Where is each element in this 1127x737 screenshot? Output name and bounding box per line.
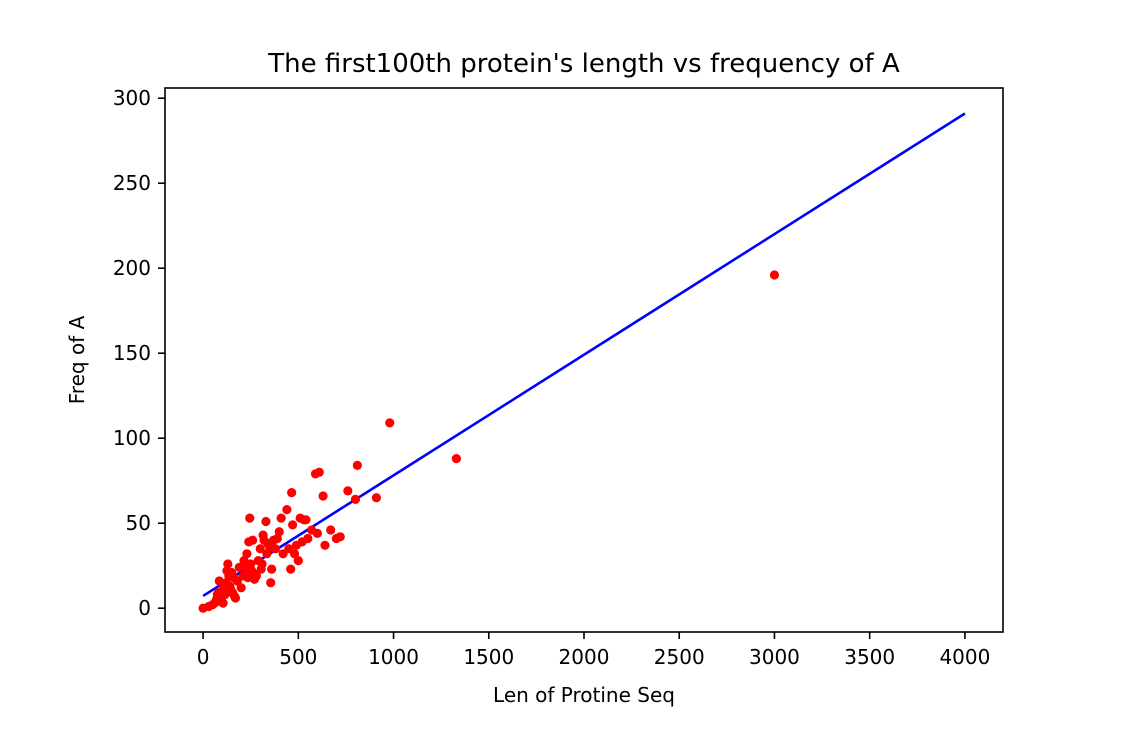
data-point [326, 525, 336, 535]
data-point [343, 486, 353, 496]
y-tick-label: 200 [113, 256, 151, 280]
data-point [314, 467, 324, 477]
data-point [312, 528, 322, 539]
data-point [318, 491, 328, 501]
data-point [350, 494, 361, 504]
x-tick-label: 2000 [559, 645, 610, 669]
data-point [371, 493, 382, 503]
data-point [352, 460, 362, 470]
data-point [255, 544, 265, 554]
x-axis-label: Len of Protine Seq [493, 683, 675, 707]
x-tick-label: 4000 [939, 645, 990, 669]
data-point [242, 549, 252, 559]
data-point [301, 515, 311, 525]
x-tick-label: 3000 [749, 645, 800, 669]
y-axis: 0 50 100 150 200 250 300 [113, 86, 165, 620]
data-point [251, 571, 262, 581]
y-tick-label: 300 [113, 86, 151, 110]
data-point [274, 527, 284, 537]
y-tick-label: 0 [138, 596, 151, 620]
data-point [270, 544, 281, 554]
data-point [769, 270, 780, 280]
data-point [276, 513, 286, 523]
data-point [303, 533, 313, 544]
data-point [223, 559, 233, 569]
data-point [236, 583, 246, 593]
data-point [385, 418, 395, 428]
data-point [246, 559, 256, 569]
x-tick-label: 500 [279, 645, 317, 669]
x-tick-label: 2500 [654, 645, 705, 669]
data-point [289, 549, 300, 559]
data-point [257, 559, 267, 569]
y-tick-label: 150 [113, 341, 151, 365]
data-point [230, 593, 241, 603]
x-axis: 0 500 1000 1500 2000 2500 3000 3500 4000 [197, 632, 990, 669]
data-point [261, 516, 271, 527]
data-point [266, 578, 276, 588]
x-tick-label: 3500 [844, 645, 895, 669]
data-point [451, 454, 461, 464]
y-tick-label: 50 [126, 511, 151, 535]
data-point [320, 540, 330, 550]
data-point [245, 513, 255, 523]
y-tick-label: 100 [113, 426, 151, 450]
data-point [267, 564, 277, 574]
data-point [248, 535, 258, 545]
data-point [286, 564, 296, 574]
data-point [282, 505, 292, 515]
chart-title: The first100th protein's length vs frequ… [267, 49, 900, 79]
data-point [293, 556, 303, 566]
x-tick-label: 1000 [368, 645, 419, 669]
data-point [287, 488, 297, 498]
y-tick-label: 250 [113, 171, 151, 195]
data-point [218, 598, 228, 608]
data-point [288, 520, 298, 530]
y-axis-label: Freq of A [65, 315, 89, 404]
plot-area [198, 112, 966, 613]
x-tick-label: 0 [197, 645, 210, 669]
data-point [335, 532, 345, 542]
x-tick-label: 1500 [463, 645, 514, 669]
regression-line [202, 112, 966, 598]
